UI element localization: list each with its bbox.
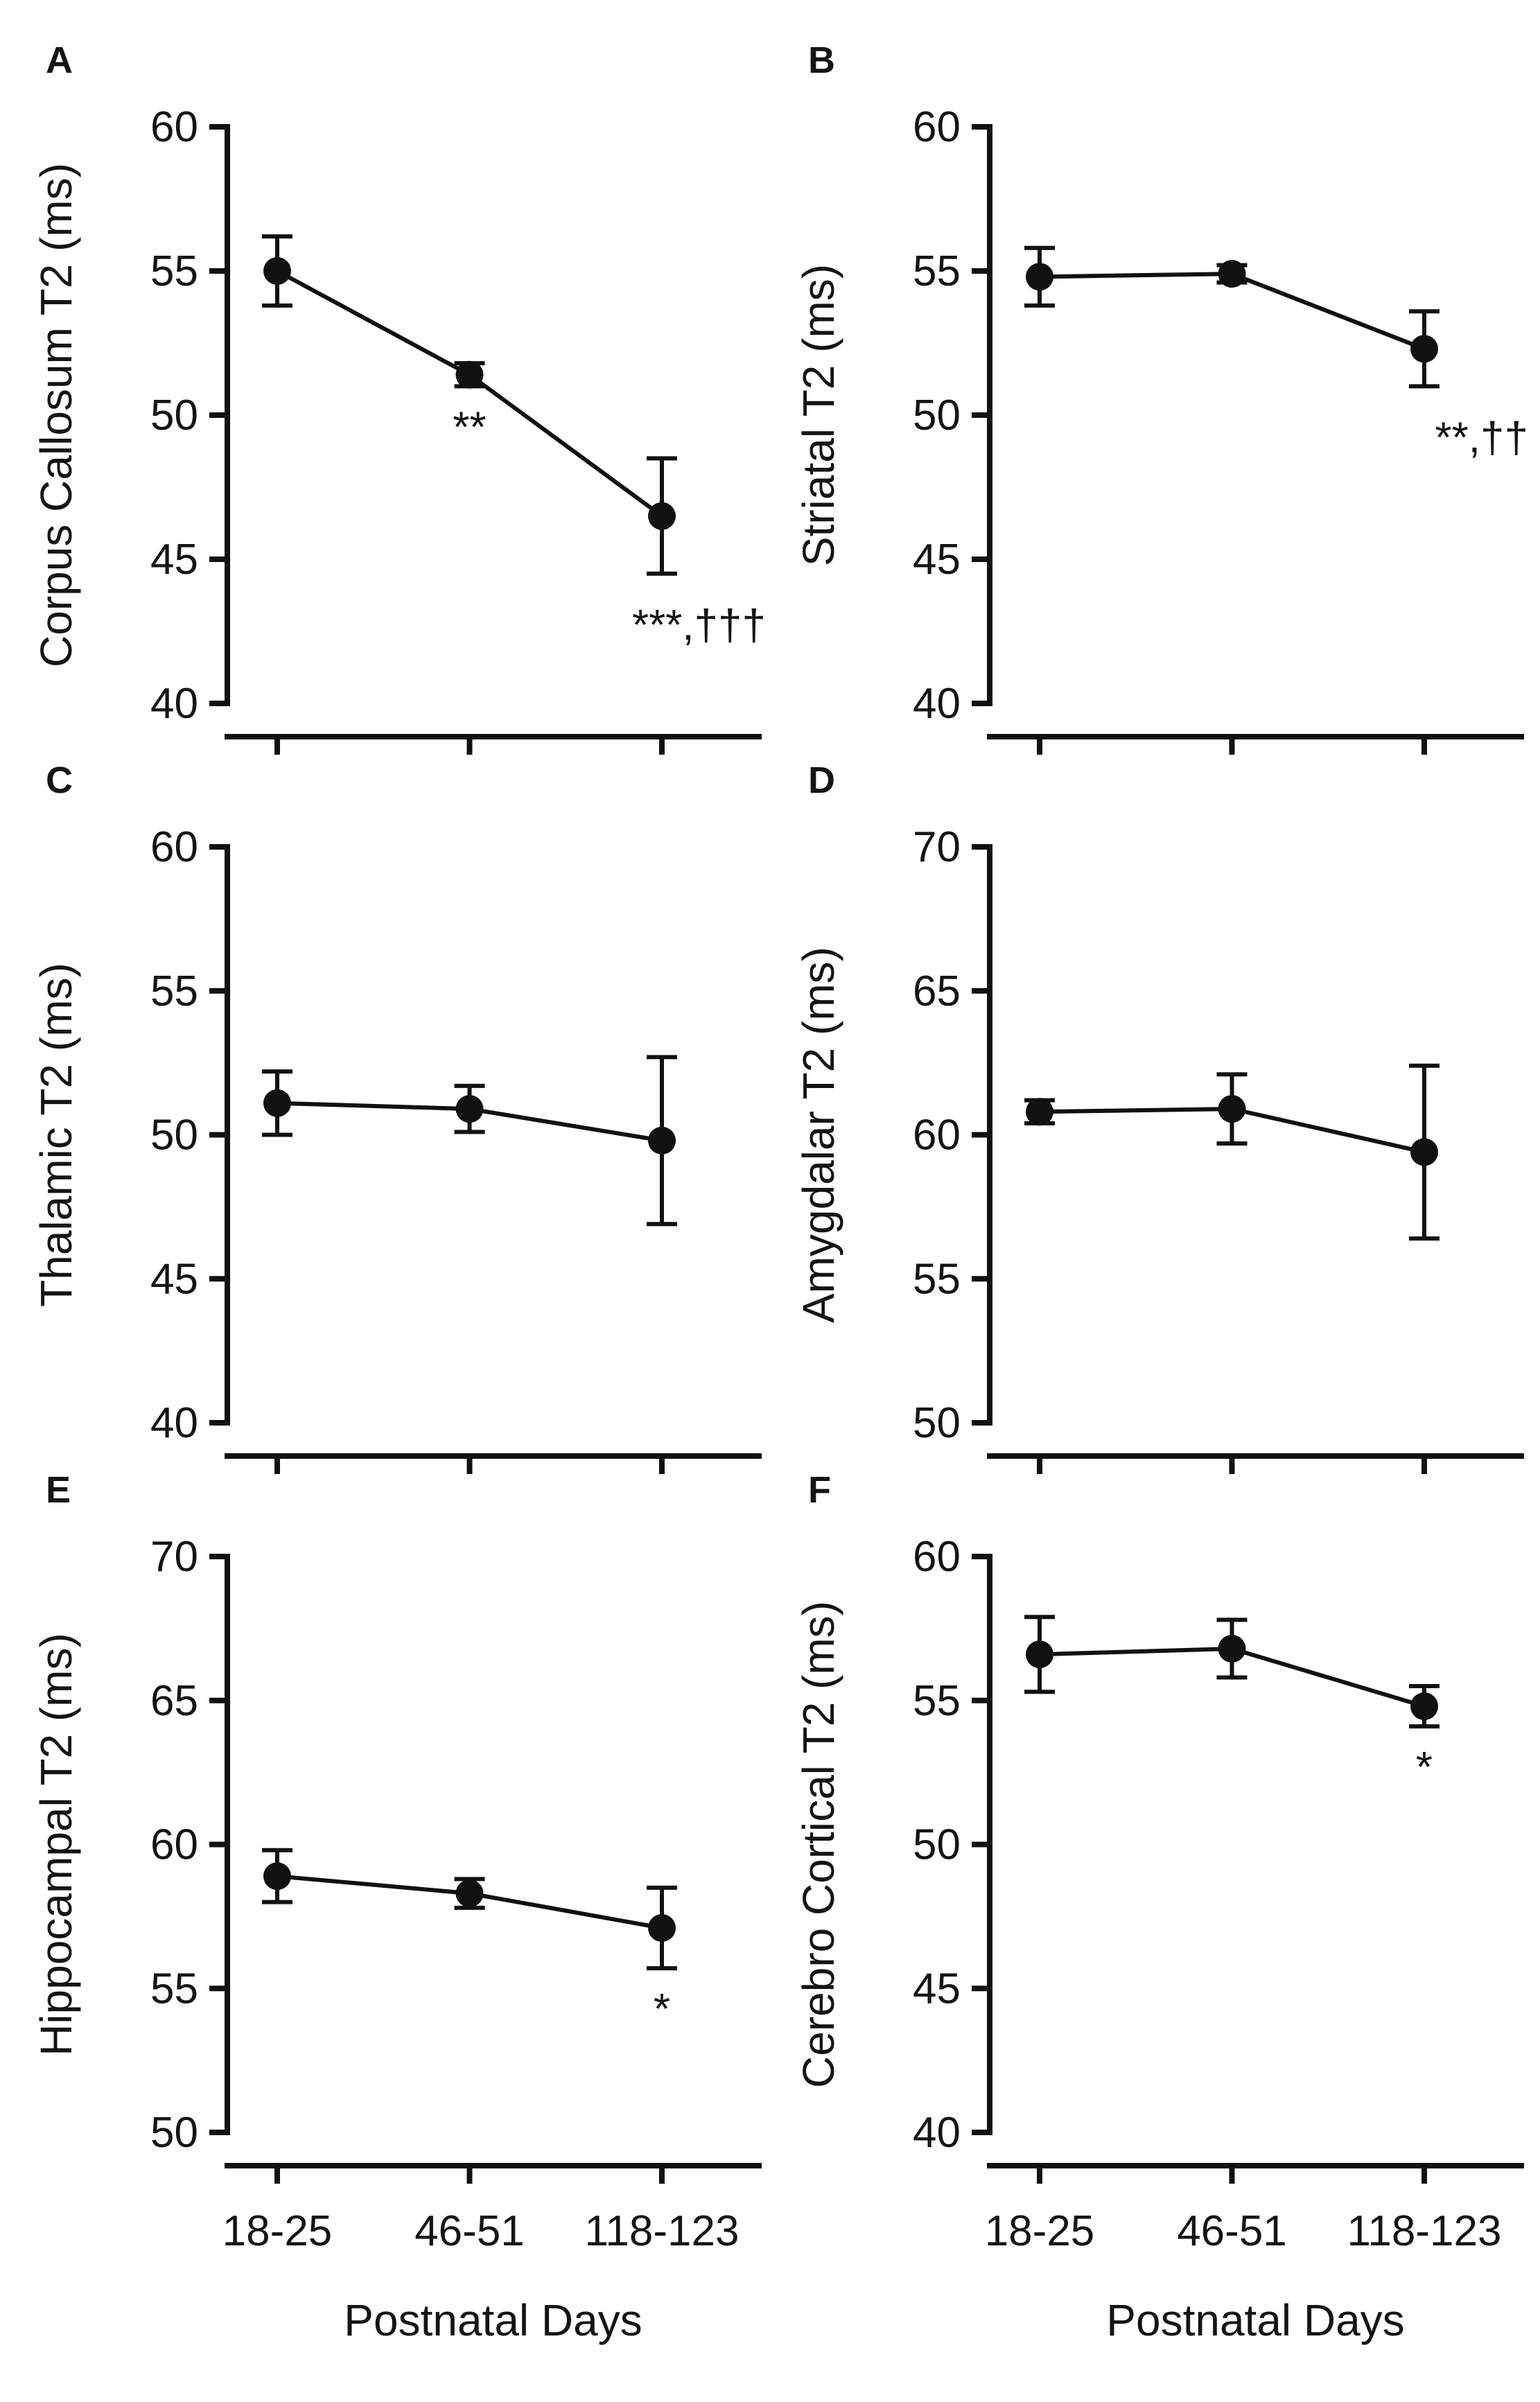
x-tick-label: 118-123 — [585, 2207, 740, 2255]
panel-letter: F — [808, 1469, 831, 1511]
data-point — [1218, 1095, 1246, 1123]
y-axis-title: Hippocampal T2 (ms) — [31, 1633, 81, 2056]
y-axis-title: Amygdalar T2 (ms) — [794, 947, 843, 1323]
data-point — [263, 1089, 291, 1117]
y-tick-label: 55 — [913, 1255, 961, 1303]
data-point — [1026, 263, 1053, 291]
y-tick-label: 50 — [150, 2109, 198, 2157]
panel-letter: A — [46, 40, 73, 81]
y-tick-label: 50 — [913, 1821, 961, 1869]
y-axis-title: Striatal T2 (ms) — [794, 264, 843, 566]
data-point — [455, 1095, 484, 1123]
data-point — [1410, 335, 1438, 363]
panel-b: B 40 45 50 55 60 Striatal T2 (ms) **,†† — [794, 40, 1528, 755]
y-tick-label: 65 — [150, 1677, 198, 1725]
x-tick-label: 46-51 — [1177, 2207, 1287, 2255]
data-point — [648, 502, 676, 530]
y-tick-label: 60 — [150, 103, 198, 151]
y-tick-label: 55 — [150, 967, 198, 1015]
data-point — [263, 1862, 291, 1891]
data-point — [648, 1126, 676, 1155]
x-tick-label: 46-51 — [414, 2207, 525, 2255]
y-tick-label: 50 — [913, 392, 961, 439]
y-tick-label: 55 — [913, 247, 961, 295]
y-tick-label: 45 — [913, 536, 961, 584]
data-point — [455, 1879, 484, 1908]
panel-letter: C — [46, 760, 73, 801]
significance-annotation: * — [1416, 1744, 1433, 1791]
y-tick-label: 40 — [913, 680, 961, 728]
y-tick-label: 55 — [150, 1965, 198, 2013]
y-tick-label: 50 — [913, 1399, 961, 1447]
y-axis-title: Corpus Callosum T2 (ms) — [31, 163, 81, 667]
y-tick-label: 45 — [913, 1965, 961, 2013]
y-tick-label: 40 — [150, 1399, 198, 1447]
y-tick-label: 45 — [150, 536, 198, 584]
panel-a: A 40 45 50 55 60 Corpus Callosum T2 (ms) ** ***,… — [31, 40, 766, 755]
data-point — [1026, 1640, 1053, 1669]
y-tick-label: 65 — [913, 967, 961, 1015]
x-tick-label: 118-123 — [1347, 2207, 1502, 2255]
panel-d: D 50 55 60 65 70 Amygdalar T2 (ms) — [794, 760, 1524, 1474]
y-tick-label: 50 — [150, 1112, 198, 1159]
significance-annotation: ***,††† — [632, 602, 766, 649]
data-point — [1218, 260, 1246, 288]
panel-letter: B — [808, 40, 835, 81]
data-point — [1218, 1634, 1246, 1663]
data-point — [455, 360, 484, 389]
x-tick-label: 18-25 — [985, 2207, 1095, 2255]
y-tick-label: 70 — [150, 1533, 198, 1581]
data-point — [1410, 1138, 1438, 1166]
panel-e: E 50 55 60 65 70 Hippocampal T2 (ms) 18-25 46-51… — [31, 1469, 762, 2345]
x-tick-label: 18-25 — [222, 2207, 333, 2255]
data-point — [1410, 1692, 1438, 1721]
significance-annotation: ** — [453, 403, 486, 451]
y-tick-label: 70 — [913, 823, 961, 871]
panel-letter: E — [46, 1469, 71, 1511]
panel-c: C 40 45 50 55 60 Thalamic T2 (ms) — [31, 760, 762, 1474]
significance-annotation: * — [654, 1985, 670, 2033]
data-point — [1026, 1098, 1053, 1126]
y-tick-label: 60 — [913, 103, 961, 151]
y-tick-label: 60 — [150, 823, 198, 871]
x-axis-title: Postnatal Days — [344, 2295, 642, 2345]
data-point — [648, 1913, 676, 1942]
y-tick-label: 60 — [913, 1533, 961, 1581]
y-tick-label: 60 — [150, 1821, 198, 1869]
significance-annotation: **,†† — [1435, 414, 1528, 462]
y-tick-label: 40 — [150, 680, 198, 728]
y-axis-title: Cerebro Cortical T2 (ms) — [794, 1601, 843, 2088]
y-tick-label: 60 — [913, 1112, 961, 1159]
y-tick-label: 45 — [150, 1255, 198, 1303]
y-tick-label: 40 — [913, 2109, 961, 2157]
series-line — [276, 269, 663, 518]
data-point — [263, 257, 291, 285]
y-tick-label: 55 — [150, 247, 198, 295]
x-axis-title: Postnatal Days — [1106, 2295, 1404, 2345]
panel-letter: D — [808, 760, 835, 801]
y-tick-label: 55 — [913, 1677, 961, 1725]
y-axis-title: Thalamic T2 (ms) — [31, 963, 81, 1307]
panel-f: F 40 45 50 55 60 Cerebro Cortical T2 (ms) 18-25… — [794, 1469, 1524, 2345]
y-tick-label: 50 — [150, 392, 198, 439]
